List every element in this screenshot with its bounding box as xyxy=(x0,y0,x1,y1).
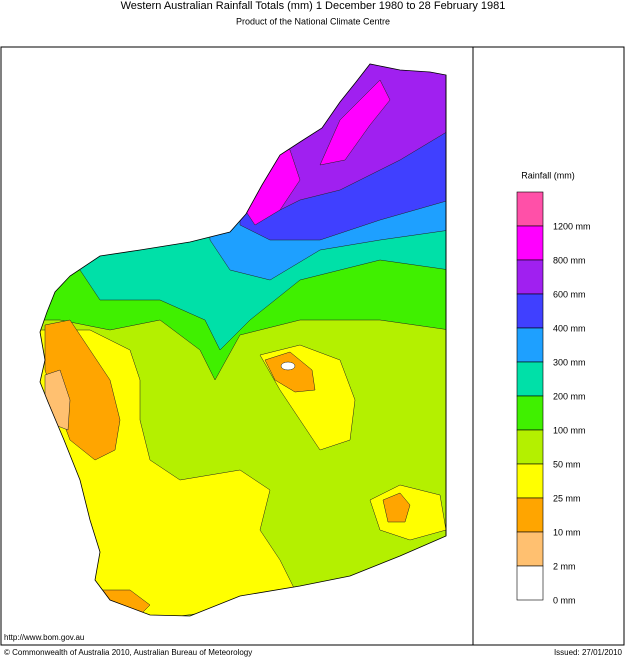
legend-label: 0 mm xyxy=(553,595,576,605)
zone-0 xyxy=(280,361,296,371)
legend-swatch xyxy=(516,565,544,601)
legend-label: 400 mm xyxy=(553,323,586,333)
rainfall-map xyxy=(40,64,446,616)
legend-label: 300 mm xyxy=(553,357,586,367)
legend-swatch xyxy=(516,463,544,499)
issued-date: Issued: 27/01/2010 xyxy=(554,648,623,657)
legend: 1200 mm 800 mm 600 mm 400 mm 300 mm 200 mm 100… xyxy=(516,191,591,605)
legend-swatch xyxy=(516,225,544,261)
title: Western Australian Rainfall Totals (mm) … xyxy=(121,0,506,12)
zone-800-north xyxy=(319,79,391,166)
legend-label: 100 mm xyxy=(553,425,586,435)
legend-swatch xyxy=(516,361,544,397)
coastline xyxy=(39,63,447,617)
legend-label: 800 mm xyxy=(553,255,586,265)
legend-title: Rainfall (mm) xyxy=(521,170,575,180)
legend-swatch xyxy=(516,259,544,295)
legend-label: 25 mm xyxy=(553,493,581,503)
legend-label: 1200 mm xyxy=(553,221,591,231)
legend-swatch xyxy=(516,293,544,329)
frame xyxy=(0,46,625,646)
subtitle: Product of the National Climate Centre xyxy=(236,16,390,26)
legend-swatch xyxy=(516,327,544,363)
legend-label: 10 mm xyxy=(553,527,581,537)
legend-swatch xyxy=(516,395,544,431)
zone-10-central xyxy=(264,351,316,393)
source-url: http://www.bom.gov.au xyxy=(4,633,84,642)
legend-label: 50 mm xyxy=(553,459,581,469)
legend-label: 2 mm xyxy=(553,561,576,571)
copyright: © Commonwealth of Australia 2010, Austra… xyxy=(4,648,252,657)
legend-swatch xyxy=(516,531,544,567)
legend-label: 200 mm xyxy=(553,391,586,401)
zone-10-east xyxy=(382,492,411,523)
legend-swatch xyxy=(516,191,544,227)
legend-swatch xyxy=(516,429,544,465)
legend-label: 600 mm xyxy=(553,289,586,299)
legend-swatch xyxy=(516,497,544,533)
